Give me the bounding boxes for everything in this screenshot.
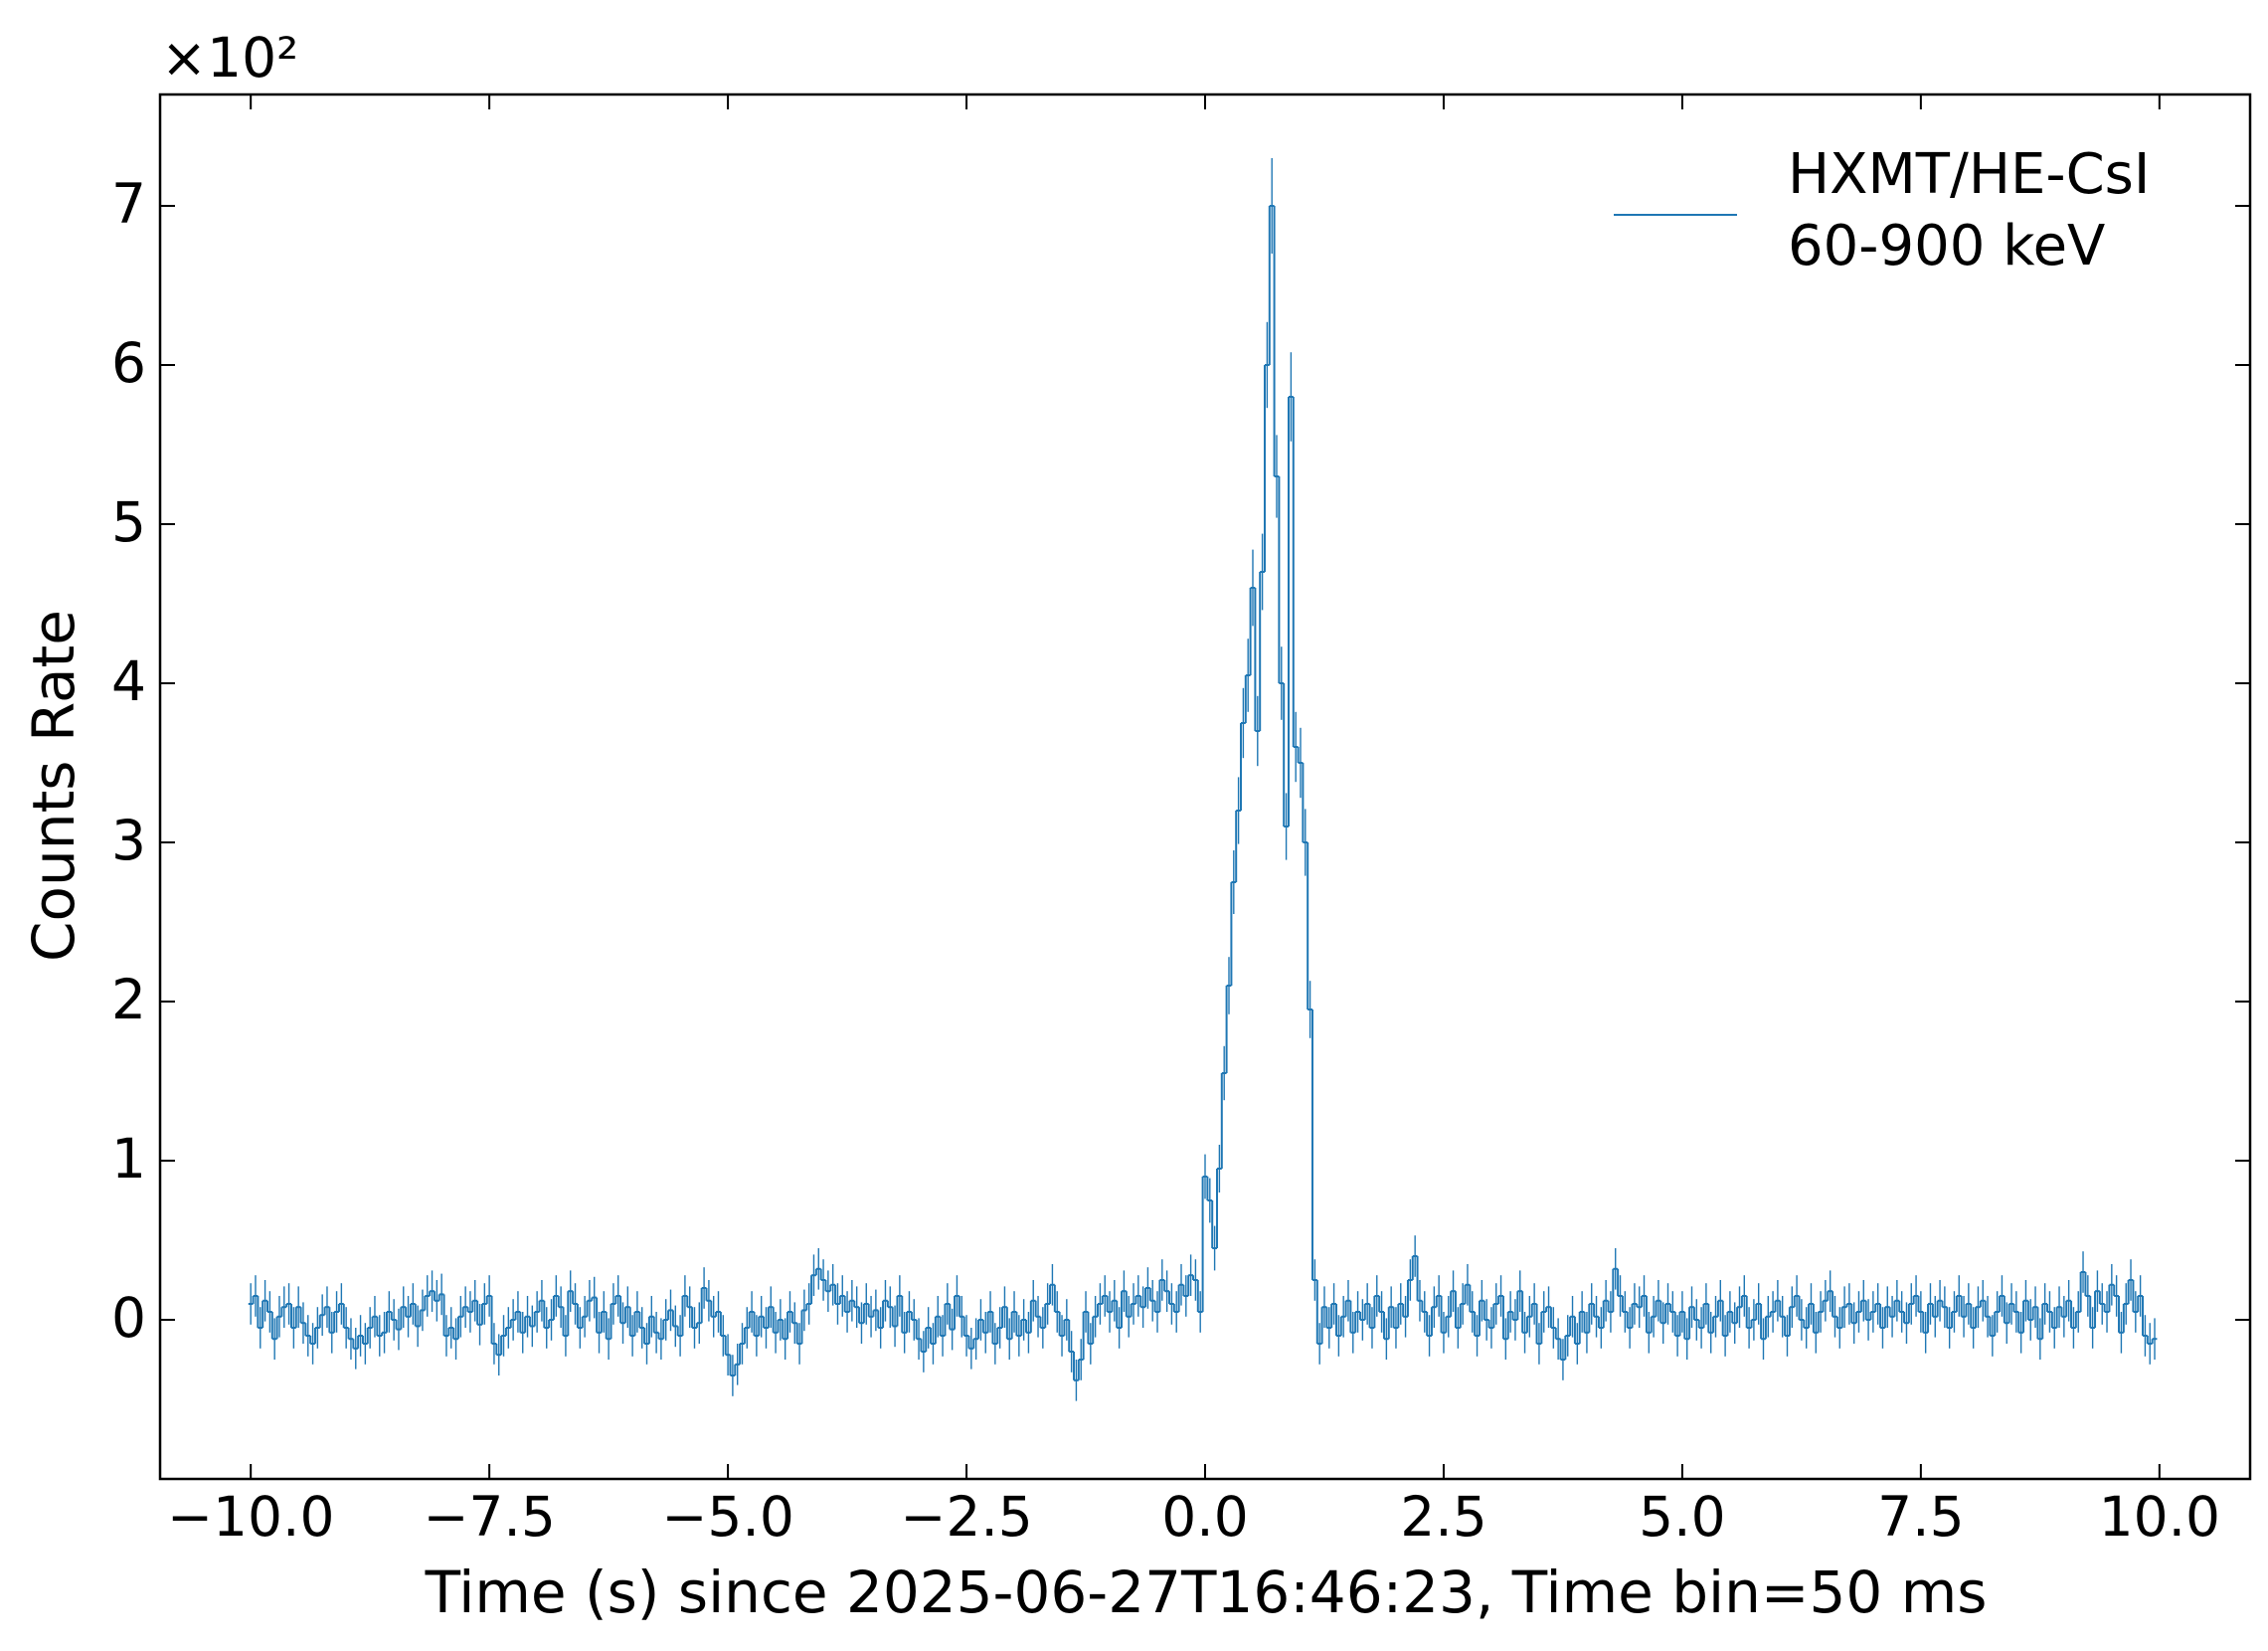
legend-label: HXMT/HE-CsI 60-900 keV <box>1788 142 2151 278</box>
y-tick-label: 7 <box>111 172 146 236</box>
x-tick-label: −7.5 <box>423 1485 556 1549</box>
x-tick-label: 10.0 <box>2099 1485 2220 1549</box>
y-tick-label: 0 <box>111 1286 146 1350</box>
y-offset-label: ×10² <box>161 26 298 90</box>
x-tick-label: 2.5 <box>1400 1485 1486 1549</box>
x-tick-label: 5.0 <box>1639 1485 1725 1549</box>
x-tick-label: 7.5 <box>1877 1485 1964 1549</box>
x-axis-label: Time (s) since 2025-06-27T16:46:23, Time… <box>425 1559 1988 1626</box>
x-tick-label: −2.5 <box>900 1485 1033 1549</box>
x-tick-label: −10.0 <box>167 1485 335 1549</box>
y-tick-label: 6 <box>111 331 146 395</box>
y-tick-label: 3 <box>111 809 146 872</box>
y-tick-label: 1 <box>111 1127 146 1191</box>
plot-frame <box>158 92 2252 1481</box>
x-tick-label: 0.0 <box>1161 1485 1248 1549</box>
y-tick-label: 2 <box>111 968 146 1031</box>
x-tick-label: −5.0 <box>661 1485 794 1549</box>
y-tick-label: 5 <box>111 490 146 554</box>
y-tick-label: 4 <box>111 649 146 713</box>
y-axis-label: Counts Rate <box>20 610 87 962</box>
